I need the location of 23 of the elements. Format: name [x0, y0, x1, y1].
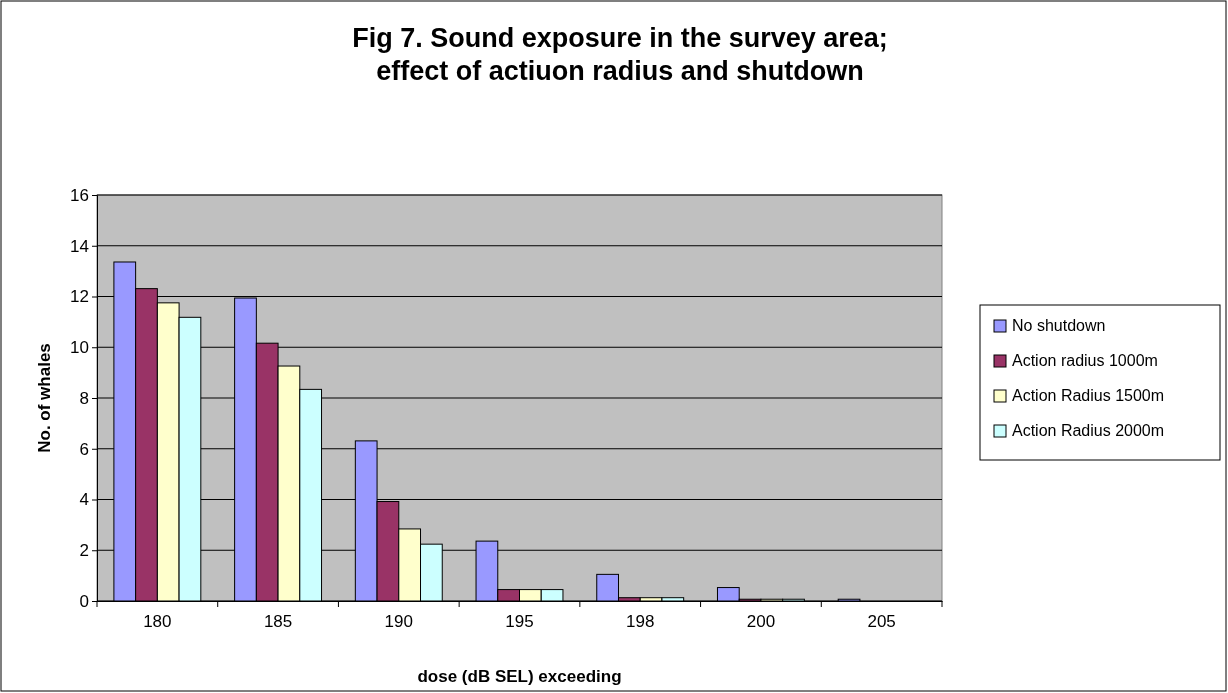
x-tick-label: 200	[746, 612, 776, 632]
y-axis-title: No. of whales	[35, 343, 54, 453]
y-tick-label: 10	[70, 338, 89, 358]
x-tick-label: 195	[505, 612, 534, 632]
y-tick-label: 2	[79, 541, 89, 561]
y-tick-label: 12	[70, 287, 89, 307]
y-tick-label: 6	[79, 439, 89, 459]
legend-label: Action radius 1000m	[1012, 352, 1158, 369]
y-tick-label: 0	[79, 591, 89, 611]
x-tick-label: 190	[384, 612, 413, 632]
y-tick-label: 8	[79, 388, 89, 408]
x-tick-label: 185	[263, 612, 293, 632]
y-tick-label: 4	[79, 490, 89, 510]
y-tick-label: 16	[70, 185, 89, 205]
legend-label: Action Radius 1500m	[1012, 387, 1165, 404]
legend-label: No shutdown	[1012, 317, 1106, 334]
legend-label: Action Radius 2000m	[1012, 422, 1165, 439]
x-tick-label: 205	[867, 612, 896, 632]
x-tick-label: 180	[143, 612, 172, 632]
x-tick-label: 198	[626, 612, 655, 632]
y-tick-label: 14	[70, 236, 89, 256]
x-axis-title: dose (dB SEL) exceeding	[417, 667, 622, 686]
chart-title: Fig 7. Sound exposure in the survey area; effect of actiuon radius and shutdown	[352, 23, 888, 86]
